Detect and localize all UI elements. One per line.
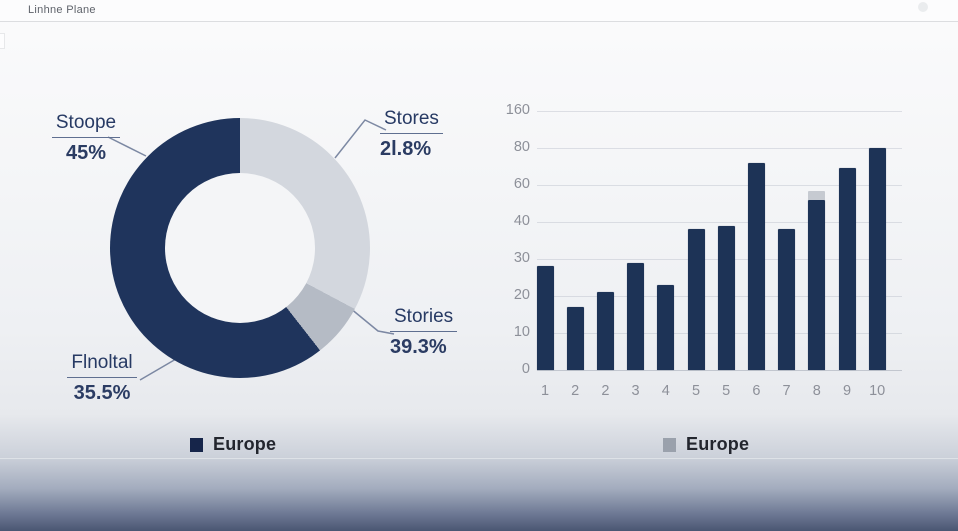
y-axis-tick-label: 30 xyxy=(513,250,530,266)
x-axis-tick-label: 8 xyxy=(812,383,821,399)
x-axis-tick-label: 4 xyxy=(661,383,670,399)
bar xyxy=(596,292,614,370)
donut-hole xyxy=(165,173,315,323)
x-axis-tick-label: 7 xyxy=(782,383,791,399)
y-axis-tick-label: 0 xyxy=(521,361,530,377)
topbar: Linhne Plane xyxy=(0,0,958,22)
bar xyxy=(747,162,765,370)
callout-stores-percent: 2l.8% xyxy=(380,138,432,160)
x-axis-tick-label: 3 xyxy=(631,383,640,399)
x-axis-tick-label: 5 xyxy=(722,383,731,399)
callout-stories-percent: 39.3% xyxy=(390,336,447,358)
bar-legend: Europe xyxy=(663,434,749,455)
bar xyxy=(838,168,856,370)
callout-flnoltal-label: Flnoltal xyxy=(67,352,137,378)
callout-flnoltal-percent: 35.5% xyxy=(73,382,131,404)
x-axis-tick-label: 10 xyxy=(869,383,886,399)
leader-line-stories xyxy=(349,307,395,335)
callout-stores: Stores 2l.8% xyxy=(380,108,472,161)
gridline xyxy=(537,111,902,112)
callout-flnoltal: Flnoltal 35.5% xyxy=(52,352,152,405)
x-axis-tick-label: 9 xyxy=(842,383,852,399)
bar xyxy=(808,199,826,370)
y-axis-tick-label: 20 xyxy=(513,287,530,303)
gridline xyxy=(537,370,902,371)
callout-stoope-label: Stoope xyxy=(51,112,121,138)
gridline xyxy=(537,222,902,223)
gridline xyxy=(537,185,902,186)
x-axis-tick-label: 2 xyxy=(571,383,580,399)
bar-legend-swatch xyxy=(663,437,676,452)
y-axis-tick-label: 60 xyxy=(513,176,530,192)
x-axis-tick-label: 1 xyxy=(540,383,550,399)
y-axis-tick-label: 40 xyxy=(513,213,530,229)
x-axis-tick-label: 2 xyxy=(601,383,610,399)
callout-stoope: Stoope 45% xyxy=(36,112,136,165)
callout-stories: Stories 39.3% xyxy=(390,306,482,359)
y-axis-tick-label: 80 xyxy=(513,139,530,155)
bottom-separator xyxy=(0,458,958,459)
bar-legend-label: Europe xyxy=(686,434,750,454)
bar xyxy=(536,266,554,370)
bar xyxy=(627,262,645,370)
gridline xyxy=(537,148,902,149)
bar xyxy=(868,148,886,370)
leader-line-stores xyxy=(334,119,387,159)
bar xyxy=(687,229,705,370)
donut-legend-swatch xyxy=(190,437,203,452)
topbar-circle-icon[interactable] xyxy=(918,2,928,12)
bar xyxy=(566,307,584,370)
callout-stores-label: Stores xyxy=(380,108,443,134)
bar-cap-segment xyxy=(808,190,826,200)
callout-stories-label: Stories xyxy=(390,306,458,332)
y-axis-tick-label: 10 xyxy=(513,324,530,340)
donut-legend-label: Europe xyxy=(213,434,277,454)
callout-stoope-percent: 45% xyxy=(65,142,107,164)
donut-legend: Europe xyxy=(190,434,276,455)
bar xyxy=(717,225,735,370)
bar xyxy=(657,284,675,370)
x-axis-tick-label: 5 xyxy=(691,383,701,399)
window-title: Linhne Plane xyxy=(28,4,96,16)
left-edge-notch xyxy=(0,33,5,49)
x-axis-tick-label: 6 xyxy=(752,383,761,399)
y-axis-tick-label: 160 xyxy=(505,102,530,118)
bar xyxy=(778,229,796,370)
